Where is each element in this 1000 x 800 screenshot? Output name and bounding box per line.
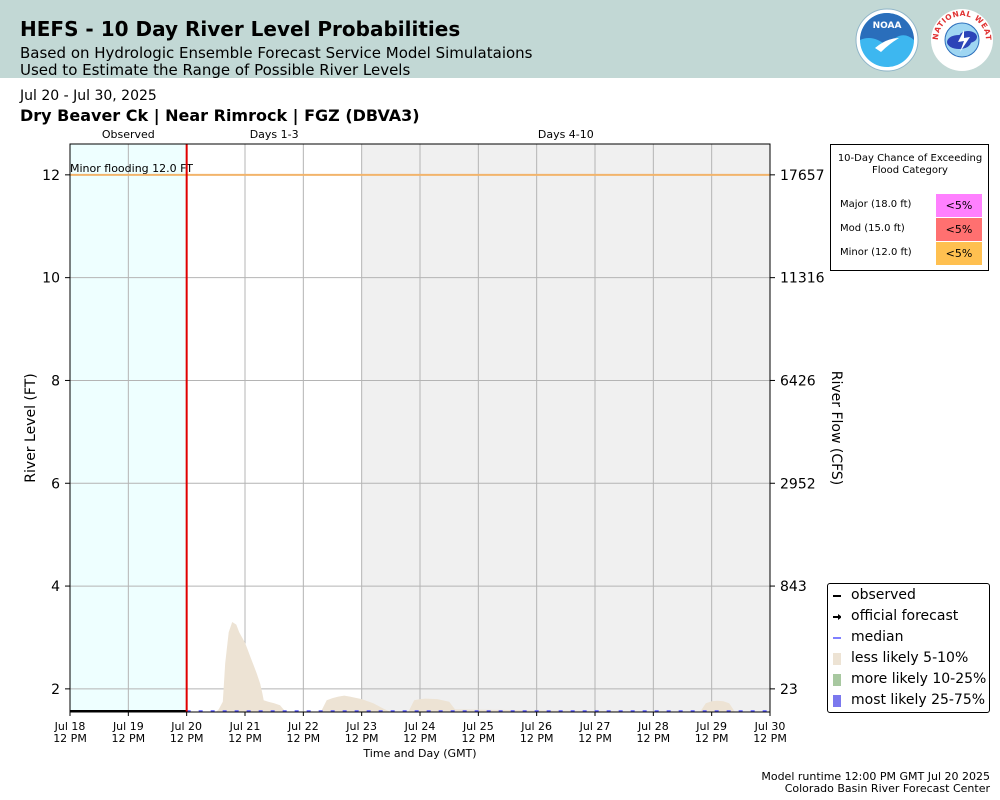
period-label: Observed — [102, 128, 155, 141]
legend-label: median — [851, 629, 904, 645]
flood-row-label: Minor (12.0 ft) — [840, 247, 912, 258]
x-tick-date-label: Jul 24 — [404, 720, 436, 733]
line-swatch-icon — [833, 595, 841, 597]
x-tick-time-label: 12 PM — [695, 732, 729, 745]
flood-row-value: <5% — [936, 218, 982, 241]
x-tick-time-label: 12 PM — [403, 732, 437, 745]
x-tick-time-label: 12 PM — [753, 732, 787, 745]
less-likely-band — [215, 622, 736, 712]
y2-tick-label: 2952 — [780, 476, 816, 492]
x-tick-time-label: 12 PM — [462, 732, 496, 745]
page-title: HEFS - 10 Day River Level Probabilities — [20, 17, 461, 41]
date-range: Jul 20 - Jul 30, 2025 — [20, 88, 157, 104]
y2-tick-label: 23 — [780, 682, 798, 698]
header-banner: HEFS - 10 Day River Level Probabilities … — [0, 0, 1000, 79]
flood-row-moderate: Mod (15.0 ft) <5% — [831, 218, 989, 242]
legend-label: most likely 25-75% — [851, 692, 986, 708]
line-swatch-icon — [833, 637, 841, 639]
flood-row-major: Major (18.0 ft) <5% — [831, 194, 989, 218]
y2-tick-label: 843 — [780, 579, 807, 595]
x-tick-date-label: Jul 22 — [287, 720, 319, 733]
noaa-logo-text: NOAA — [873, 21, 902, 31]
forecast-center: Colorado Basin River Forecast Center — [784, 782, 990, 795]
x-tick-date-label: Jul 21 — [229, 720, 261, 733]
model-runtime: Model runtime 12:00 PM GMT Jul 20 2025 — [761, 770, 990, 783]
days-4-10-shading — [361, 144, 770, 712]
flood-row-label: Mod (15.0 ft) — [840, 223, 905, 234]
flood-chance-title: 10-Day Chance of Exceeding Flood Categor… — [837, 153, 983, 176]
y2-tick-label: 17657 — [780, 168, 825, 184]
flood-chance-box: 10-Day Chance of Exceeding Flood Categor… — [830, 144, 989, 271]
arrow-line-swatch-icon — [833, 614, 841, 620]
legend-label: official forecast — [851, 608, 959, 624]
y-tick-label: 8 — [51, 373, 60, 389]
x-tick-time-label: 12 PM — [112, 732, 146, 745]
y2-tick-label: 11316 — [780, 271, 825, 287]
x-tick-date-label: Jul 26 — [520, 720, 552, 733]
location-title: Dry Beaver Ck | Near Rimrock | FGZ (DBVA… — [20, 106, 420, 125]
legend-label: less likely 5-10% — [851, 650, 969, 666]
x-tick-date-label: Jul 27 — [579, 720, 611, 733]
box-swatch-icon — [833, 695, 841, 707]
flood-row-value: <5% — [936, 242, 982, 265]
x-tick-date-label: Jul 18 — [54, 720, 86, 733]
legend-item-most-likely: most likely 25-75% — [828, 691, 988, 711]
period-label: Days 1-3 — [250, 128, 299, 141]
x-tick-time-label: 12 PM — [287, 732, 321, 745]
y-tick-label: 6 — [51, 476, 60, 492]
x-tick-date-label: Jul 25 — [462, 720, 494, 733]
x-tick-date-label: Jul 29 — [695, 720, 727, 733]
x-tick-time-label: 12 PM — [170, 732, 204, 745]
y-tick-label: 10 — [42, 271, 60, 287]
y2-tick-label: 6426 — [780, 373, 816, 389]
x-tick-time-label: 12 PM — [637, 732, 671, 745]
x-tick-date-label: Jul 28 — [637, 720, 669, 733]
legend-label: observed — [851, 587, 916, 603]
box-swatch-icon — [833, 674, 841, 686]
x-tick-time-label: 12 PM — [520, 732, 554, 745]
y-tick-label: 12 — [42, 168, 60, 184]
x-tick-date-label: Jul 19 — [112, 720, 144, 733]
box-swatch-icon — [833, 653, 841, 665]
x-tick-date-label: Jul 20 — [170, 720, 202, 733]
legend-item-more-likely: more likely 10-25% — [828, 670, 988, 690]
x-tick-time-label: 12 PM — [53, 732, 87, 745]
nws-logo: NATIONAL WEATHER SERVICE — [927, 1, 994, 72]
x-tick-time-label: 12 PM — [578, 732, 612, 745]
legend-item-less-likely: less likely 5-10% — [828, 649, 988, 669]
legend-label: more likely 10-25% — [851, 671, 987, 687]
page-subtitle-1: Based on Hydrologic Ensemble Forecast Se… — [20, 44, 533, 62]
x-tick-time-label: 12 PM — [228, 732, 262, 745]
noaa-logo: NOAA — [855, 8, 919, 72]
chart-legend: observed official forecast median less l… — [827, 583, 990, 713]
page-subtitle-2: Used to Estimate the Range of Possible R… — [20, 61, 411, 79]
legend-item-median: median — [828, 628, 988, 648]
x-tick-time-label: 12 PM — [345, 732, 379, 745]
x-axis-label: Time and Day (GMT) — [362, 747, 476, 760]
x-tick-date-label: Jul 30 — [754, 720, 786, 733]
period-label: Days 4-10 — [538, 128, 594, 141]
flood-row-label: Major (18.0 ft) — [840, 199, 912, 210]
y-tick-label: 4 — [51, 579, 60, 595]
legend-item-observed: observed — [828, 586, 988, 606]
legend-item-official-forecast: official forecast — [828, 607, 988, 627]
flood-row-minor: Minor (12.0 ft) <5% — [831, 242, 989, 266]
x-tick-date-label: Jul 23 — [345, 720, 377, 733]
y-tick-label: 2 — [51, 682, 60, 698]
flood-row-value: <5% — [936, 194, 982, 217]
y-axis-label: River Level (FT) — [23, 373, 39, 482]
y2-axis-label: River Flow (CFS) — [828, 371, 844, 486]
minor-flood-label: Minor flooding 12.0 FT — [70, 162, 193, 175]
